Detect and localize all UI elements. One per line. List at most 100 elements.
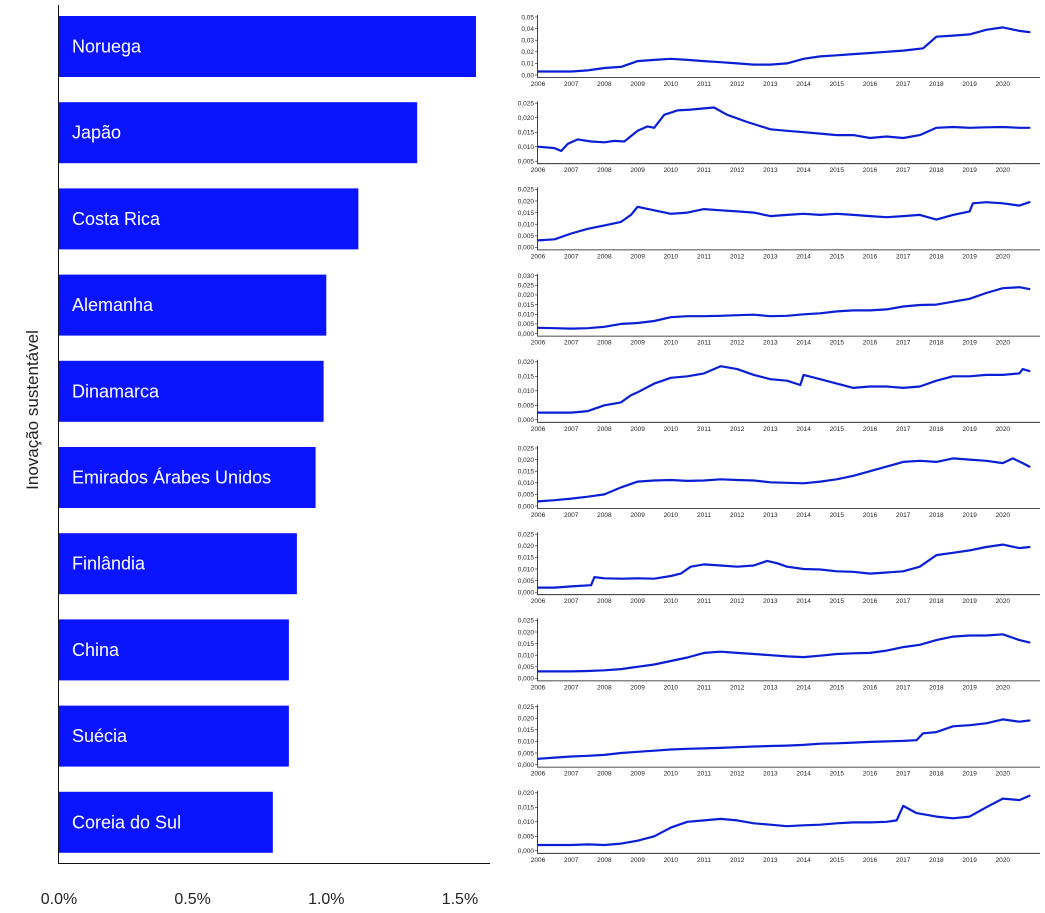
sparkline-x-tick-label-3-6: 2012: [730, 340, 745, 347]
sparkline-x-tick-label-5-5: 2011: [697, 512, 711, 519]
sparkline-x-tick-label-5-2: 2008: [597, 512, 612, 519]
sparkline-x-tick-label-3-8: 2014: [796, 340, 811, 347]
sparkline-x-tick-label-7-2: 2008: [597, 684, 612, 691]
sparkline-x-tick-label-9-12: 2018: [929, 857, 944, 864]
sparkline-y-tick-label-5-3: 0,015: [518, 469, 535, 476]
sparkline-x-tick-label-0-3: 2009: [630, 81, 645, 88]
sparkline-x-tick-label-2-3: 2009: [630, 253, 645, 260]
sparkline-y-tick-label-5-1: 0,005: [518, 492, 535, 499]
sparkline-x-tick-label-6-14: 2020: [996, 598, 1011, 605]
sparkline-x-tick-label-6-5: 2011: [697, 598, 711, 605]
sparkline-x-tick-label-6-13: 2019: [962, 598, 977, 605]
sparkline-y-tick-label-8-0: 0,000: [518, 762, 535, 769]
sparkline-line-7: [536, 633, 1031, 673]
sparkline-x-tick-label-8-10: 2016: [863, 771, 878, 778]
sparkline-x-tick-label-7-13: 2019: [962, 684, 977, 691]
bar-label-7: China: [72, 640, 120, 660]
sparkline-x-tick-label-6-11: 2017: [896, 598, 911, 605]
sparkline-x-tick-label-2-9: 2015: [830, 253, 845, 260]
sparkline-y-tick-label-8-2: 0,010: [518, 739, 535, 746]
sparkline-x-tick-label-9-3: 2009: [630, 857, 645, 864]
sparkline-1: 0,005 0,010 0,015 0,020 0,025 2006 2007 2008 200…: [518, 101, 1040, 174]
sparkline-x-tick-label-5-9: 2015: [830, 512, 845, 519]
sparkline-y-tick-label-1-0: 0,005: [518, 159, 535, 166]
sparkline-x-tick-label-7-14: 2020: [996, 684, 1011, 691]
sparkline-x-tick-label-6-10: 2016: [863, 598, 878, 605]
sparkline-x-tick-label-2-14: 2020: [996, 253, 1011, 260]
sparkline-x-tick-label-7-1: 2007: [564, 684, 579, 691]
sparkline-y-tick-label-6-4: 0,020: [518, 543, 535, 550]
sparkline-4: 0,000 0,005 0,010 0,015 0,020 2006 2007 2008 200…: [518, 359, 1040, 433]
sparkline-x-tick-label-9-11: 2017: [896, 857, 911, 864]
sparkline-x-tick-label-1-10: 2016: [863, 167, 878, 174]
sparkline-x-tick-label-9-7: 2013: [763, 857, 778, 864]
sparkline-x-tick-label-9-8: 2014: [796, 857, 811, 864]
sparkline-y-tick-label-3-3: 0,015: [518, 302, 535, 309]
sparkline-y-tick-label-7-3: 0,015: [518, 641, 535, 648]
sparkline-0: 0,00 0,01 0,02 0,03 0,04 0,05 2006 2007 2008 2009…: [521, 14, 1040, 88]
sparkline-x-tick-label-3-7: 2013: [763, 340, 778, 347]
sparkline-y-tick-label-2-1: 0,005: [518, 233, 535, 240]
bar-label-5: Emirados Árabes Unidos: [72, 468, 271, 488]
sparkline-x-tick-label-9-4: 2010: [664, 857, 679, 864]
sparkline-y-tick-label-4-0: 0,000: [518, 417, 535, 424]
sparkline-x-tick-label-3-11: 2017: [896, 340, 911, 347]
sparkline-x-tick-label-2-2: 2008: [597, 253, 612, 260]
sparkline-y-tick-label-6-2: 0,010: [518, 566, 535, 573]
sparkline-x-tick-label-6-9: 2015: [830, 598, 845, 605]
sparkline-x-tick-label-4-7: 2013: [763, 426, 778, 433]
sparkline-x-tick-label-7-7: 2013: [763, 684, 778, 691]
sparkline-x-tick-label-6-0: 2006: [531, 598, 546, 605]
sparkline-y-tick-label-7-1: 0,005: [518, 664, 535, 671]
sparkline-x-tick-label-4-1: 2007: [564, 426, 579, 433]
sparkline-y-tick-label-3-0: 0,000: [518, 331, 535, 338]
sparkline-x-tick-label-3-0: 2006: [531, 340, 546, 347]
sparkline-x-tick-label-6-8: 2014: [796, 598, 811, 605]
sparkline-y-tick-label-9-1: 0,005: [518, 834, 535, 841]
sparkline-x-tick-label-4-8: 2014: [796, 426, 811, 433]
sparkline-y-tick-label-6-0: 0,000: [518, 590, 535, 597]
sparkline-x-tick-label-0-6: 2012: [730, 81, 745, 88]
sparkline-x-tick-label-0-0: 2006: [531, 81, 546, 88]
sparkline-y-tick-label-0-3: 0,03: [521, 38, 534, 45]
sparkline-x-tick-label-8-9: 2015: [830, 771, 845, 778]
sparkline-x-tick-label-2-10: 2016: [863, 253, 878, 260]
sparkline-x-tick-label-9-6: 2012: [730, 857, 745, 864]
sparkline-x-tick-label-6-1: 2007: [564, 598, 579, 605]
sparkline-y-tick-label-5-2: 0,010: [518, 480, 535, 487]
sparkline-x-tick-label-7-5: 2011: [697, 684, 711, 691]
sparkline-x-tick-label-1-0: 2006: [531, 167, 546, 174]
sparkline-y-tick-label-8-1: 0,005: [518, 750, 535, 757]
sparkline-y-tick-label-5-4: 0,020: [518, 457, 535, 464]
sparkline-line-3: [536, 286, 1031, 330]
sparkline-y-tick-label-1-3: 0,020: [518, 115, 535, 122]
sparkline-x-tick-label-1-13: 2019: [962, 167, 977, 174]
sparkline-x-tick-label-0-2: 2008: [597, 81, 612, 88]
sparkline-y-tick-label-0-0: 0,00: [521, 72, 534, 79]
sparkline-3: 0,000 0,005 0,010 0,015 0,020 0,025 0,030 2006 2…: [518, 273, 1040, 347]
sparkline-x-tick-label-3-10: 2016: [863, 340, 878, 347]
sparkline-x-tick-label-3-2: 2008: [597, 340, 612, 347]
sparkline-x-tick-label-2-13: 2019: [962, 253, 977, 260]
bars-group: Noruega Japão Costa Rica Alemanha Dinamarca E…: [59, 16, 476, 853]
sparkline-x-tick-label-8-14: 2020: [996, 771, 1011, 778]
sparkline-y-tick-label-7-5: 0,025: [518, 618, 535, 625]
sparkline-6: 0,000 0,005 0,010 0,015 0,020 0,025 2006 2007 20…: [518, 532, 1040, 605]
sparkline-x-tick-label-8-0: 2006: [531, 771, 546, 778]
sparkline-x-tick-label-1-5: 2011: [697, 167, 711, 174]
sparkline-x-tick-label-4-14: 2020: [996, 426, 1011, 433]
sparkline-x-tick-label-6-7: 2013: [763, 598, 778, 605]
sparkline-y-tick-label-2-3: 0,015: [518, 210, 535, 217]
sparkline-y-tick-label-1-2: 0,015: [518, 130, 535, 137]
sparkline-x-tick-label-3-1: 2007: [564, 340, 579, 347]
sparkline-x-tick-label-8-12: 2018: [929, 771, 944, 778]
sparkline-y-tick-label-8-4: 0,020: [518, 716, 535, 723]
sparkline-y-tick-label-1-4: 0,025: [518, 101, 535, 108]
sparkline-y-tick-label-9-4: 0,020: [518, 790, 535, 797]
sparkline-7: 0,000 0,005 0,010 0,015 0,020 0,025 2006 2007 20…: [518, 618, 1040, 691]
sparkline-x-tick-label-3-9: 2015: [830, 340, 845, 347]
sparkline-x-tick-label-0-4: 2010: [664, 81, 679, 88]
sparkline-line-4: [536, 365, 1031, 414]
sparkline-x-tick-label-5-0: 2006: [531, 512, 546, 519]
